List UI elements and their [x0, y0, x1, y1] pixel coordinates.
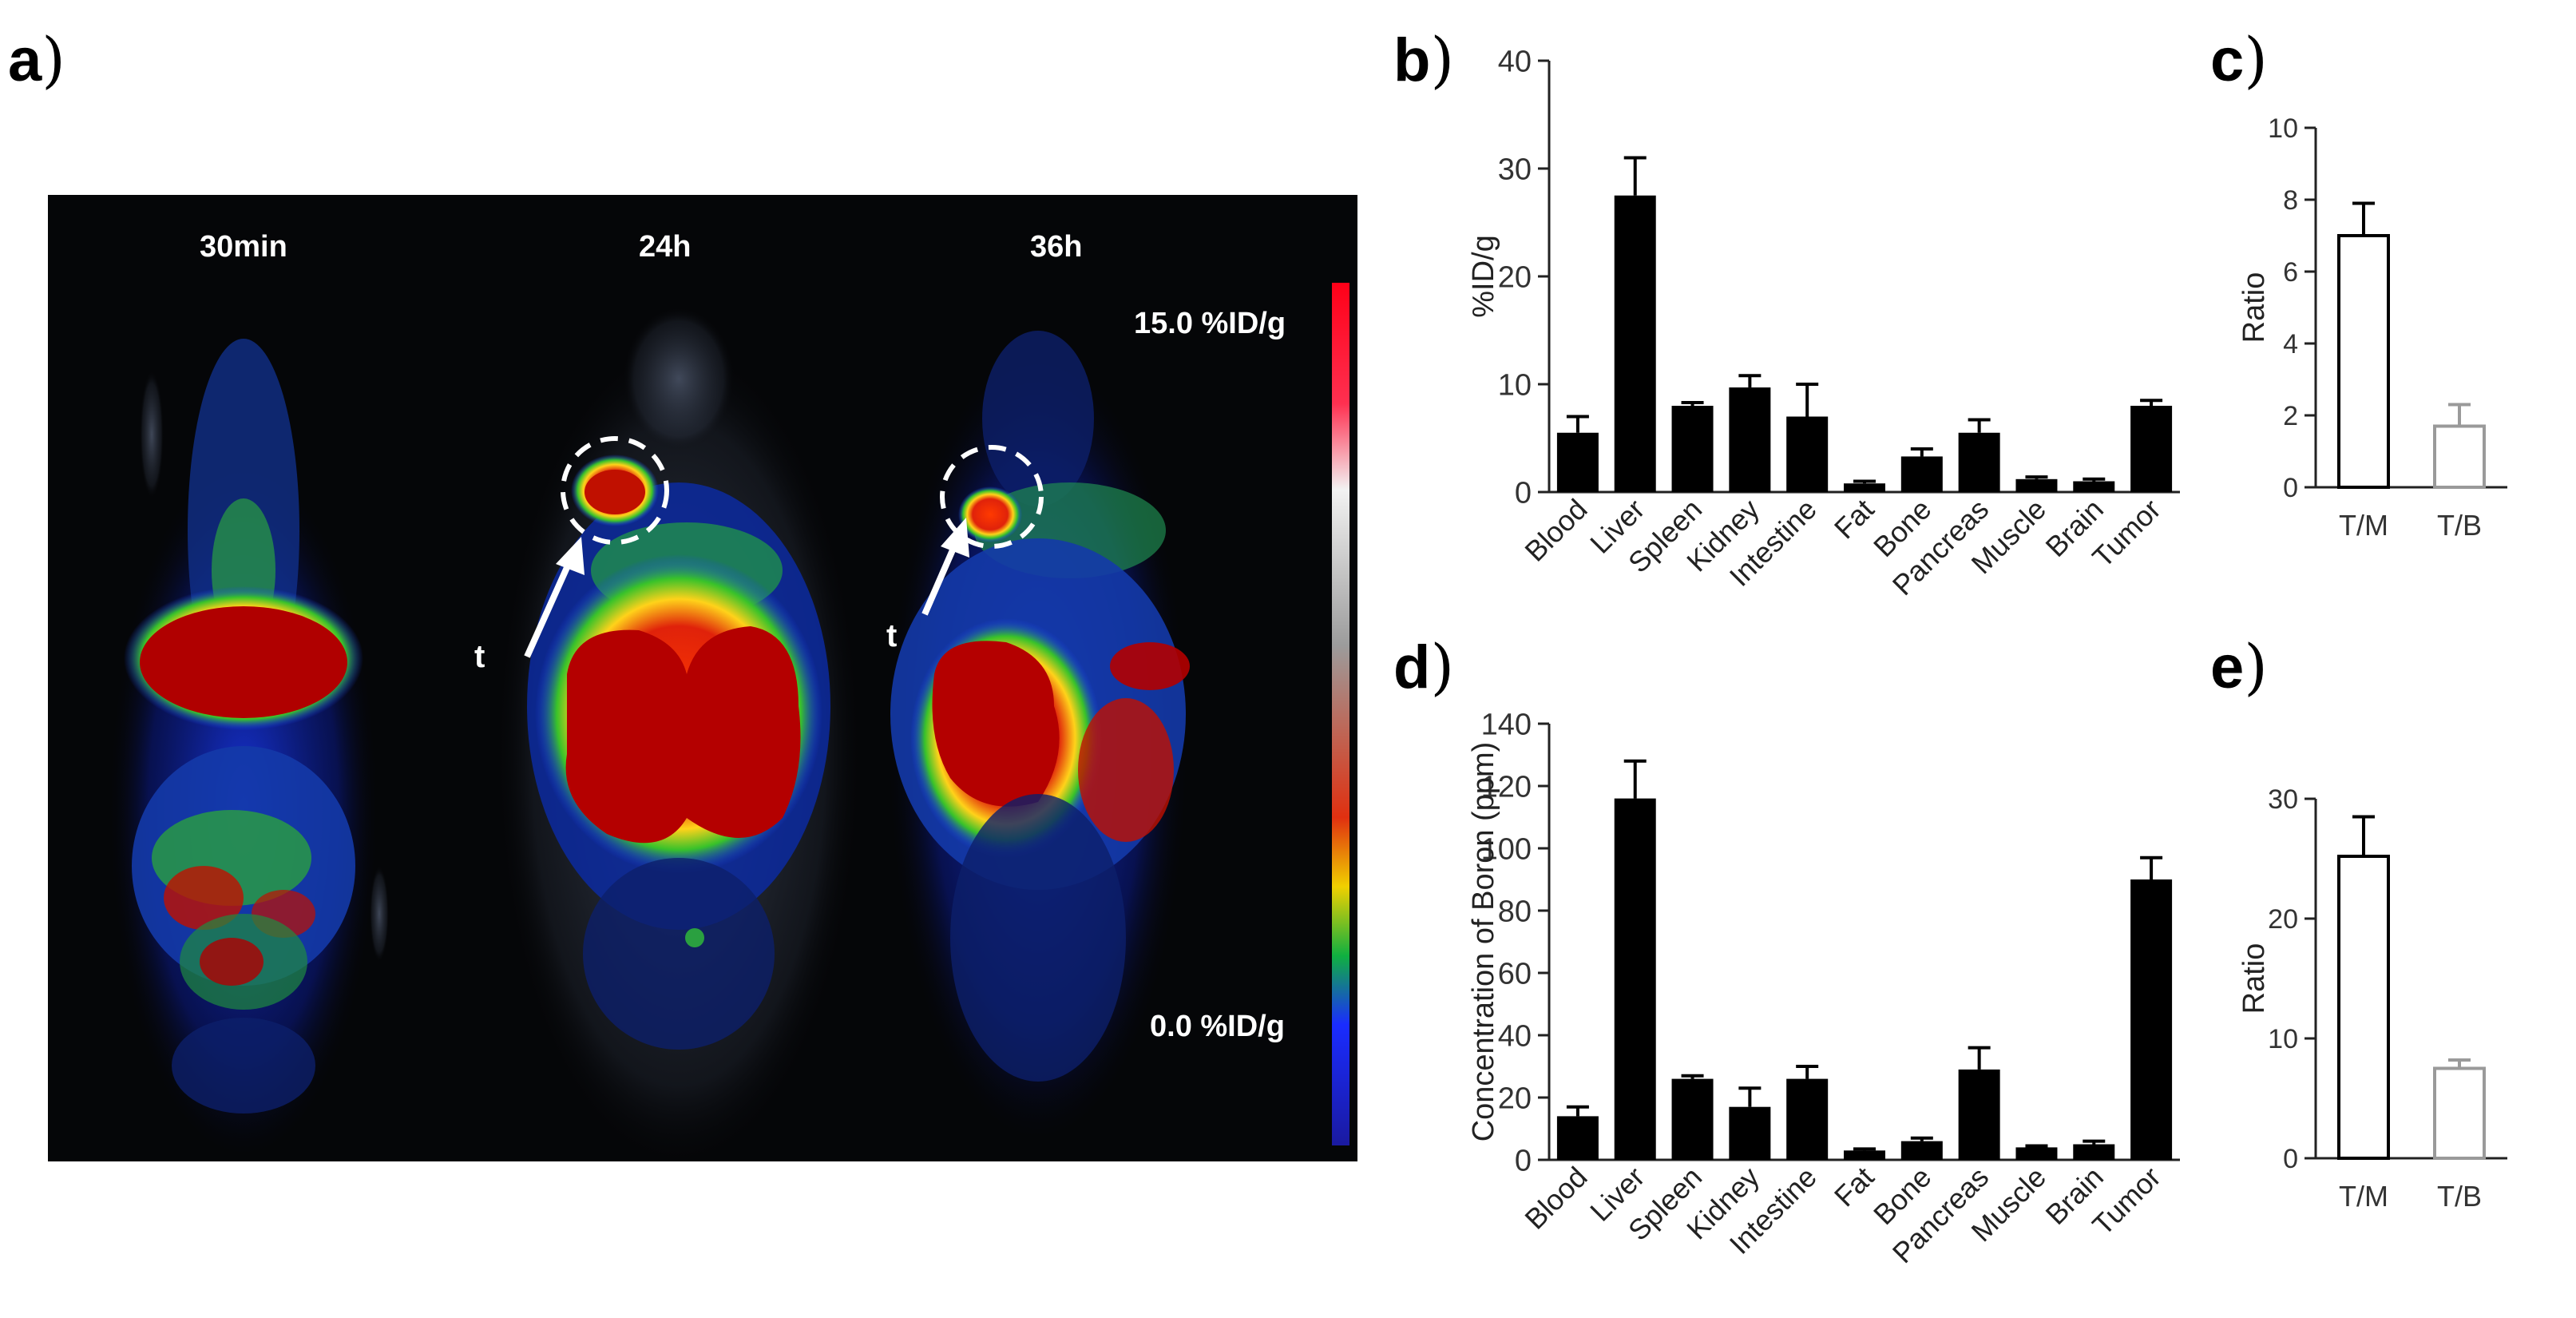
bar-muscle — [2015, 1147, 2057, 1160]
x-tick-label: T/M — [2339, 1180, 2388, 1213]
x-tick-label: T/B — [2437, 509, 2482, 542]
y-tick-label: 60 — [1498, 957, 1532, 990]
bar-spleen — [1672, 1079, 1714, 1160]
bar-liver — [1615, 799, 1656, 1160]
y-tick-label: 20 — [1498, 1082, 1532, 1115]
bar-tumor — [2130, 406, 2172, 492]
y-tick-label: 20 — [2268, 904, 2298, 935]
y-tick-label: 30 — [1498, 153, 1532, 186]
chart-c-ratio-pet: 0 2 4 6 8 10 Ratio T/M T/B — [2188, 32, 2555, 607]
pet-mouse-24h — [495, 307, 862, 1161]
y-tick-label: 10 — [2268, 113, 2298, 144]
y-tick-label: 140 — [1481, 708, 1532, 741]
y-tick-label: 0 — [1515, 476, 1532, 510]
y-tick-label: 10 — [1498, 368, 1532, 402]
bar-intestine — [1786, 417, 1828, 493]
chart-b-biodistribution-pet: 010203040%ID/gBloodLiverSpleenKidneyInte… — [1389, 32, 2204, 639]
x-tick-label: T/B — [2437, 1180, 2482, 1213]
tumor-marker-36h: t — [886, 618, 897, 654]
y-tick-label: 20 — [1498, 260, 1532, 294]
bar-fat — [1844, 1150, 1885, 1160]
y-tick-label: 4 — [2283, 329, 2298, 359]
pet-colorbar — [1332, 283, 1349, 1145]
bar-muscle — [2015, 479, 2057, 492]
panel-label-d: d) — [1393, 631, 1454, 702]
colorbar-min-label: 0.0 %ID/g — [1150, 1010, 1285, 1044]
panel-label-e: e) — [2210, 631, 2268, 702]
bar-brain — [2073, 1145, 2114, 1161]
y-axis-label: %ID/g — [1467, 235, 1500, 317]
bar-bone — [1901, 456, 1943, 492]
y-tick-label: 0 — [2283, 473, 2298, 503]
pet-time-36h: 36h — [1030, 230, 1082, 264]
y-axis-label: Ratio — [2237, 943, 2271, 1014]
y-tick-label: 2 — [2283, 401, 2298, 431]
bar-t-b — [2435, 427, 2484, 488]
bar-pancreas — [1959, 433, 2000, 492]
bar-t-b — [2435, 1069, 2484, 1159]
y-tick-label: 10 — [2268, 1024, 2298, 1054]
pet-mouse-30min — [108, 339, 389, 1161]
y-tick-label: 0 — [2283, 1144, 2298, 1174]
pet-time-30min: 30min — [200, 230, 287, 264]
colorbar-max-label: 15.0 %ID/g — [1134, 307, 1286, 341]
x-tick-label: T/M — [2339, 509, 2388, 542]
bar-brain — [2073, 482, 2114, 493]
y-tick-label: 80 — [1498, 895, 1532, 928]
bar-t-m — [2339, 236, 2388, 487]
y-tick-label: 30 — [2268, 784, 2298, 815]
pet-mouse-36h — [886, 331, 1190, 1145]
bar-kidney — [1729, 387, 1770, 492]
bar-fat — [1844, 483, 1885, 492]
y-axis-label: Concentration of Boron (ppm) — [1467, 742, 1500, 1142]
y-tick-label: 6 — [2283, 257, 2298, 288]
bar-kidney — [1729, 1107, 1770, 1160]
chart-e-ratio-boron: 0 10 20 30 Ratio T/M T/B — [2188, 695, 2555, 1278]
bar-tumor — [2130, 879, 2172, 1160]
bar-blood — [1557, 1116, 1599, 1160]
y-axis-label: Ratio — [2237, 272, 2271, 343]
bar-blood — [1557, 433, 1599, 492]
bar-liver — [1615, 196, 1656, 492]
bar-spleen — [1672, 406, 1714, 492]
y-tick-label: 8 — [2283, 185, 2298, 216]
pet-image-panel: 30min 24h 36h 15.0 %ID/g 0.0 %ID/g t t — [48, 195, 1357, 1161]
bar-pancreas — [1959, 1070, 2000, 1160]
bar-intestine — [1786, 1079, 1828, 1160]
y-tick-label: 40 — [1498, 1019, 1532, 1053]
bar-bone — [1901, 1141, 1943, 1160]
panel-label-a: a) — [8, 24, 65, 95]
y-tick-label: 0 — [1515, 1144, 1532, 1177]
tumor-marker-24h: t — [474, 639, 485, 675]
y-tick-label: 40 — [1498, 45, 1532, 78]
bar-t-m — [2339, 856, 2388, 1158]
pet-time-24h: 24h — [639, 230, 691, 264]
